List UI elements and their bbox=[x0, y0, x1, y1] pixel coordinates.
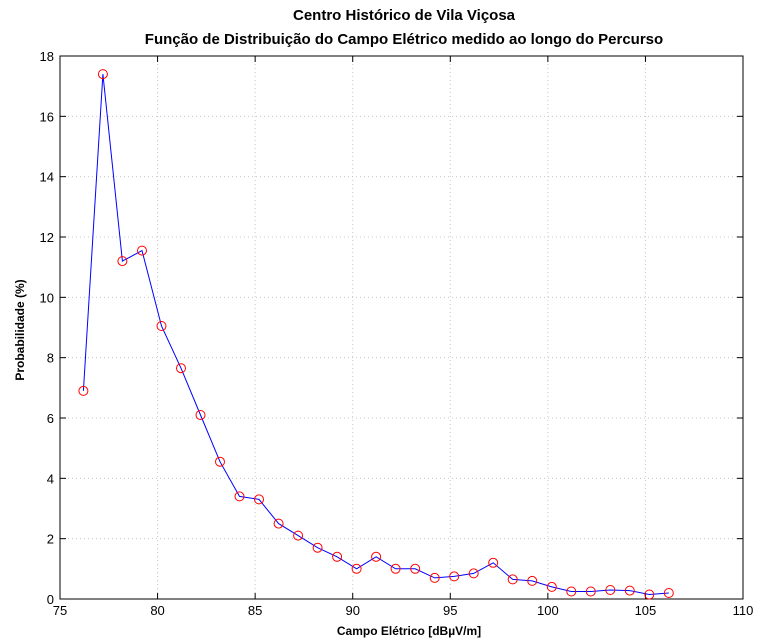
data-point-marker bbox=[624, 585, 635, 596]
grid-lines bbox=[60, 56, 743, 599]
y-tick-label: 4 bbox=[47, 471, 54, 486]
data-point-marker bbox=[137, 245, 147, 256]
x-tick-label: 105 bbox=[635, 603, 657, 618]
x-tick-label: 80 bbox=[150, 603, 164, 618]
data-point-marker bbox=[195, 410, 206, 420]
y-tick-label: 14 bbox=[40, 170, 54, 185]
data-point-marker bbox=[176, 363, 186, 374]
data-point-marker bbox=[605, 585, 616, 595]
axis-tick-labels: 75 80 85 90 95 100 105 110 0 2 4 6 8 10 12 14 16 18 bbox=[40, 49, 754, 618]
data-point-marker bbox=[371, 551, 382, 562]
plot-area bbox=[59, 55, 744, 600]
y-tick-label: 8 bbox=[47, 351, 54, 366]
x-tick-label: 90 bbox=[345, 603, 359, 618]
series-markers bbox=[78, 69, 674, 600]
x-tick-label: 110 bbox=[733, 603, 754, 618]
x-tick-label: 85 bbox=[248, 603, 262, 618]
y-tick-label: 12 bbox=[40, 230, 54, 245]
data-point-marker bbox=[293, 530, 304, 541]
data-point-marker bbox=[449, 571, 460, 582]
x-axis-label: Campo Elétrico [dBµV/m] bbox=[337, 624, 481, 638]
data-point-marker bbox=[410, 563, 421, 574]
data-point-marker bbox=[215, 456, 225, 467]
data-point-marker bbox=[429, 572, 440, 583]
data-point-marker bbox=[663, 588, 674, 598]
data-point-marker bbox=[390, 563, 401, 574]
chart-title: Centro Histórico de Vila Viçosa bbox=[293, 7, 516, 24]
data-point-marker bbox=[78, 385, 89, 396]
x-tick-label: 95 bbox=[443, 603, 457, 618]
y-tick-label: 18 bbox=[40, 49, 54, 64]
axis-ticks bbox=[59, 55, 744, 600]
data-point-marker bbox=[507, 574, 518, 585]
y-axis-label: Probabilidade (%) bbox=[13, 279, 27, 380]
data-point-marker bbox=[644, 589, 655, 600]
data-point-marker bbox=[566, 586, 577, 597]
x-tick-label: 75 bbox=[53, 603, 67, 618]
y-tick-label: 2 bbox=[47, 532, 54, 547]
data-point-marker bbox=[332, 551, 343, 562]
data-point-marker bbox=[156, 321, 167, 331]
y-tick-label: 0 bbox=[47, 592, 54, 607]
x-tick-label: 100 bbox=[537, 603, 559, 618]
data-point-marker bbox=[234, 491, 245, 502]
data-point-marker bbox=[527, 575, 538, 586]
data-point-marker bbox=[117, 256, 128, 267]
y-tick-label: 6 bbox=[47, 411, 54, 426]
data-point-marker bbox=[351, 563, 362, 574]
series-line bbox=[82, 74, 669, 596]
chart-subtitle: Função de Distribuição do Campo Elétrico… bbox=[145, 31, 663, 48]
y-tick-label: 10 bbox=[40, 290, 54, 305]
data-point-marker bbox=[546, 581, 557, 592]
data-point-marker bbox=[254, 494, 264, 505]
data-point-marker bbox=[273, 518, 284, 529]
data-point-marker bbox=[312, 542, 323, 553]
data-point-marker bbox=[97, 69, 108, 80]
y-tick-label: 16 bbox=[40, 109, 54, 124]
data-point-marker bbox=[488, 557, 499, 568]
data-point-marker bbox=[468, 568, 479, 579]
data-point-marker bbox=[585, 586, 596, 597]
